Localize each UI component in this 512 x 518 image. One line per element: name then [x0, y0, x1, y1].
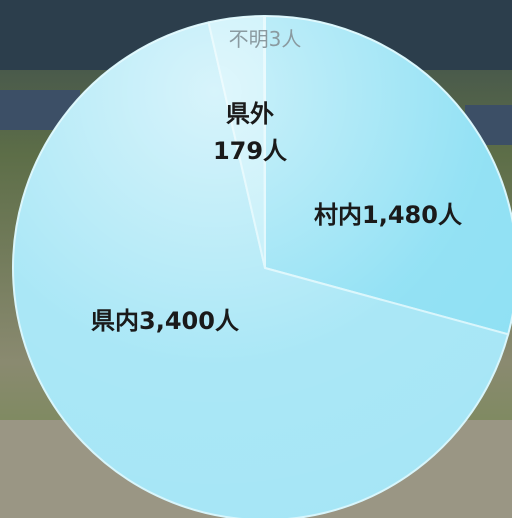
slice-value: 3,400人: [139, 307, 239, 335]
slice-label: 県内3,400人: [91, 307, 239, 335]
pie: [12, 14, 512, 518]
slice-category: 県外: [226, 100, 274, 128]
slice-label: 不明3人: [229, 27, 302, 51]
slice-value: 1,480人: [362, 201, 462, 229]
slice-label: 県外 179人: [213, 100, 287, 165]
slice-value: 3人: [269, 27, 302, 51]
slice-category: 県内: [91, 307, 139, 335]
slice-value: 179人: [213, 137, 287, 165]
slice-label: 村内1,480人: [314, 201, 462, 229]
slice-category: 不明: [229, 27, 269, 51]
slice-category: 村内: [314, 201, 362, 229]
